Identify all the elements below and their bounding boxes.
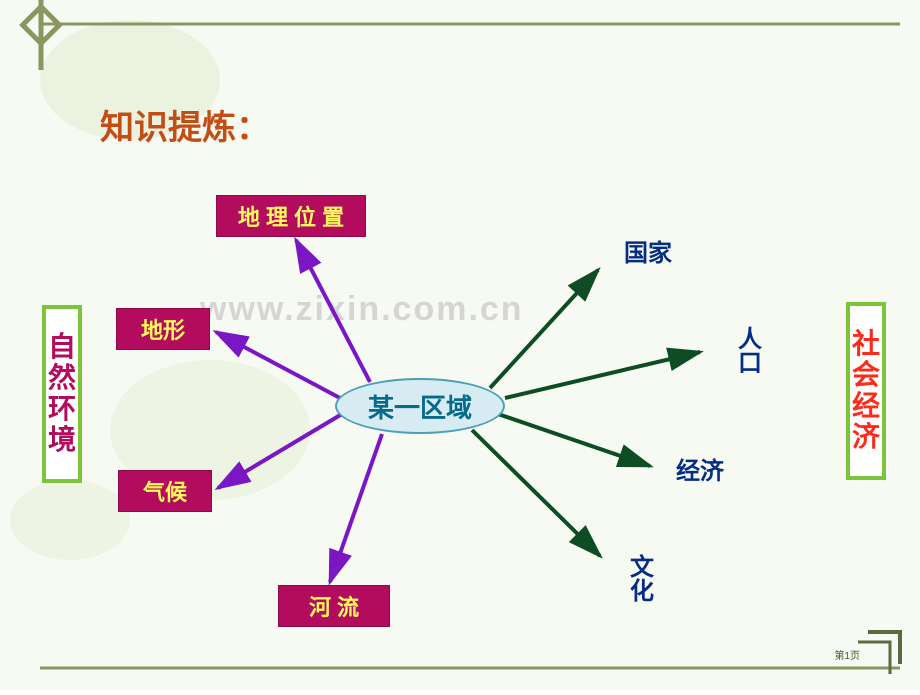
diamond-country: 国家 bbox=[609, 215, 687, 293]
socio-economic-label: 社会经济 bbox=[846, 302, 886, 480]
rect-climate: 气候 bbox=[118, 470, 212, 512]
center-region-ellipse: 某一区域 bbox=[335, 378, 505, 434]
diamond-population: 人口 bbox=[711, 313, 789, 391]
rect-river: 河 流 bbox=[278, 585, 390, 627]
natural-environment-label: 自然环境 bbox=[42, 305, 82, 483]
diamond-economy: 经济 bbox=[661, 433, 739, 511]
slide-title: 知识提炼： bbox=[100, 100, 270, 149]
rect-geo_location: 地 理 位 置 bbox=[216, 195, 366, 237]
page-number: 第1页 bbox=[834, 647, 860, 662]
watermark: www.zixin.com.cn bbox=[200, 290, 524, 329]
diamond-culture: 文化 bbox=[603, 541, 681, 619]
content-layer: www.zixin.com.cn 知识提炼： 某一区域 地 理 位 置地形气候河… bbox=[0, 0, 920, 690]
center-region-label: 某一区域 bbox=[368, 388, 472, 425]
rect-terrain: 地形 bbox=[116, 308, 210, 350]
